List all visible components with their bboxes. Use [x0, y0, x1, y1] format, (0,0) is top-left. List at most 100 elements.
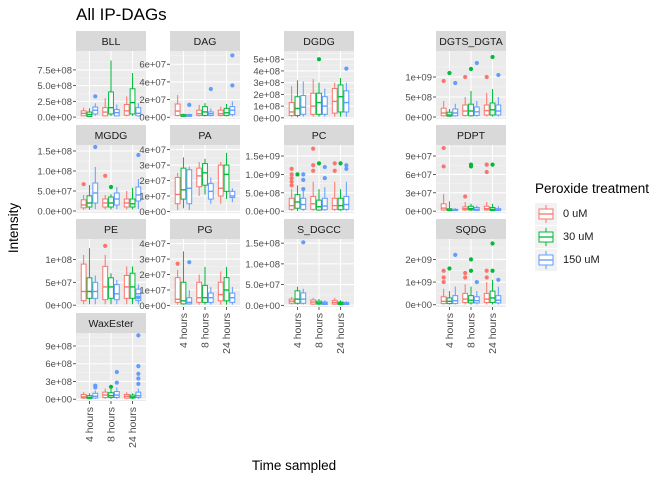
y-tick-label-sqdg: 1e+09: [405, 278, 432, 289]
facet-strip-pe: [76, 219, 146, 239]
box-pa-24-hours-0-um: [217, 164, 224, 197]
y-tick-label-pe: 5e+07: [45, 278, 72, 289]
outlier-point-pe-8-hours-0-um-0: [103, 243, 108, 248]
y-tick-label-dgdg: 2e+08: [253, 90, 280, 101]
y-tick-label-dgts-dgta: 5e+08: [405, 93, 432, 104]
facet-label-mgdg: MGDG: [95, 130, 128, 142]
outlier-point-dgdg-8-hours-30-um-0: [316, 57, 322, 62]
facet-strip-pa: [170, 125, 240, 145]
outlier-point-pc-24-hours-150-um-0: [344, 166, 349, 171]
y-tick-label-dgdg: 5e+08: [253, 55, 280, 66]
legend-label-30-um: 30 uM: [563, 230, 594, 243]
box-bll-24-hours-0-um: [123, 104, 130, 116]
box-pe-8-hours-0-um: [102, 265, 109, 301]
y-tick-label-s-dgcc: 1.0e+08: [245, 259, 280, 270]
facet-strip-s-dgcc: [284, 219, 354, 239]
outlier-point-waxester-24-hours-150-um-3: [136, 364, 141, 369]
box-pe-24-hours-30-um: [129, 272, 136, 299]
outlier-point-waxester-8-hours-150-um-0: [114, 380, 119, 385]
y-tick-label-s-dgcc: 5.0e+07: [245, 280, 280, 291]
outlier-point-waxester-24-hours-150-um-0: [136, 381, 141, 386]
x-tick-label-pg-24-hours: 24 hours: [221, 313, 233, 354]
y-tick-label-s-dgcc: 1.5e+08: [245, 239, 280, 250]
box-pg-4-hours-150-um: [186, 297, 193, 305]
facet-strip-pg: [170, 219, 240, 239]
outlier-point-dgdg-24-hours-150-um-0: [344, 66, 349, 71]
box-sqdg-4-hours-150-um: [452, 295, 459, 305]
facet-label-pa: PA: [198, 130, 211, 142]
x-tick-label-waxester-24-hours: 24 hours: [127, 407, 139, 448]
outlier-point-pe-24-hours-150-um-0: [136, 295, 141, 300]
y-tick-label-pa: 1e+07: [139, 192, 166, 203]
box-pc-4-hours-150-um: [300, 197, 307, 210]
outlier-point-dgts-dgta-4-hours-30-um-0: [447, 70, 452, 76]
facet-strip-bll: [76, 31, 146, 51]
y-tick-label-dag: 6e+07: [139, 60, 166, 71]
x-tick-label-s-dgcc-8-hours: 8 hours: [314, 313, 326, 348]
x-tick-label-pg-8-hours: 8 hours: [200, 313, 212, 348]
facet-strip-mgdg: [76, 125, 146, 145]
box-pa-24-hours-30-um: [223, 164, 230, 192]
chart-title: All IP-DAGs: [76, 5, 167, 24]
outlier-point-pc-24-hours-30-um-0: [338, 161, 343, 166]
legend-item-30-um: 30 uM: [535, 225, 665, 248]
facet-label-pdpt: PDPT: [457, 130, 486, 142]
outlier-point-sqdg-4-hours-0-um-1: [441, 275, 446, 280]
outlier-point-mgdg-8-hours-30-um-0: [108, 184, 114, 190]
y-tick-label-mgdg: 5.0e+07: [37, 187, 72, 198]
box-sqdg-8-hours-0-um: [462, 292, 469, 303]
outlier-point-dgts-dgta-8-hours-30-um-0: [468, 66, 474, 72]
box-dgdg-24-hours-30-um: [337, 84, 344, 113]
x-tick-label-waxester-4-hours: 4 hours: [84, 407, 96, 442]
x-tick-label-sqdg-24-hours: 24 hours: [487, 313, 499, 354]
box-pc-8-hours-30-um: [316, 199, 322, 211]
box-pa-4-hours-150-um: [186, 169, 193, 205]
outlier-point-pc-8-hours-150-um-1: [322, 164, 327, 170]
y-tick-label-pg: 1e+07: [139, 286, 166, 297]
box-dag-8-hours-0-um: [196, 109, 203, 116]
y-tick-label-dgdg: 1e+08: [253, 102, 280, 113]
outlier-point-mgdg-4-hours-150-um-0: [93, 144, 98, 150]
y-tick-label-mgdg: 1.5e+08: [37, 147, 72, 158]
outlier-point-pdpt-4-hours-0-um-0: [441, 164, 446, 169]
facet-strip-waxester: [76, 313, 146, 333]
box-bll-24-hours-30-um: [129, 88, 136, 115]
facet-label-pc: PC: [312, 130, 327, 142]
outlier-point-pc-8-hours-0-um-1: [311, 163, 316, 168]
y-tick-label-waxester: 6e+08: [45, 359, 72, 370]
y-tick-label-bll: 7.5e+08: [37, 65, 72, 76]
y-tick-label-bll: 0.0e+00: [37, 113, 72, 124]
box-mgdg-4-hours-30-um: [86, 195, 93, 208]
outlier-point-sqdg-8-hours-30-um-1: [468, 257, 474, 262]
legend-title: Peroxide treatment: [535, 181, 650, 196]
outlier-point-mgdg-8-hours-0-um-0: [103, 173, 108, 178]
y-tick-label-pa: 3e+07: [139, 161, 166, 172]
box-pa-24-hours-150-um: [229, 190, 236, 199]
outlier-point-pc-24-hours-0-um-1: [332, 161, 337, 166]
y-tick-label-waxester: 3e+08: [45, 377, 72, 388]
box-pc-24-hours-0-um: [331, 197, 338, 210]
y-tick-label-pa: 2e+07: [139, 176, 166, 187]
outlier-point-pc-4-hours-30-um-0: [295, 172, 300, 177]
box-pg-4-hours-30-um: [180, 281, 187, 305]
facet-strip-sqdg: [436, 219, 506, 239]
y-tick-label-pg: 3e+07: [139, 255, 166, 266]
legend-item-0-um: 0 uM: [535, 202, 665, 225]
box-pe-8-hours-150-um: [113, 284, 120, 301]
outlier-point-mgdg-24-hours-150-um-0: [136, 152, 141, 158]
outlier-point-sqdg-24-hours-150-um-0: [496, 277, 501, 282]
y-tick-label-pg: 0e+00: [139, 301, 166, 312]
box-dgdg-4-hours-150-um: [300, 95, 307, 115]
y-tick-label-pe: 0e+00: [45, 301, 72, 312]
box-sqdg-24-hours-30-um: [489, 290, 496, 303]
outlier-point-dag-8-hours-150-um-0: [208, 86, 213, 92]
box-sqdg-4-hours-0-um: [440, 296, 447, 305]
outlier-point-pc-4-hours-150-um-0: [301, 187, 306, 192]
y-tick-label-dgts-dgta: 1e+09: [405, 73, 432, 84]
box-pc-8-hours-150-um: [321, 197, 328, 211]
outlier-point-pdpt-8-hours-30-um-1: [468, 162, 474, 167]
y-tick-label-pg: 4e+07: [139, 239, 166, 250]
outlier-point-pdpt-24-hours-0-um-1: [484, 162, 489, 167]
facet-label-pe: PE: [104, 224, 118, 236]
